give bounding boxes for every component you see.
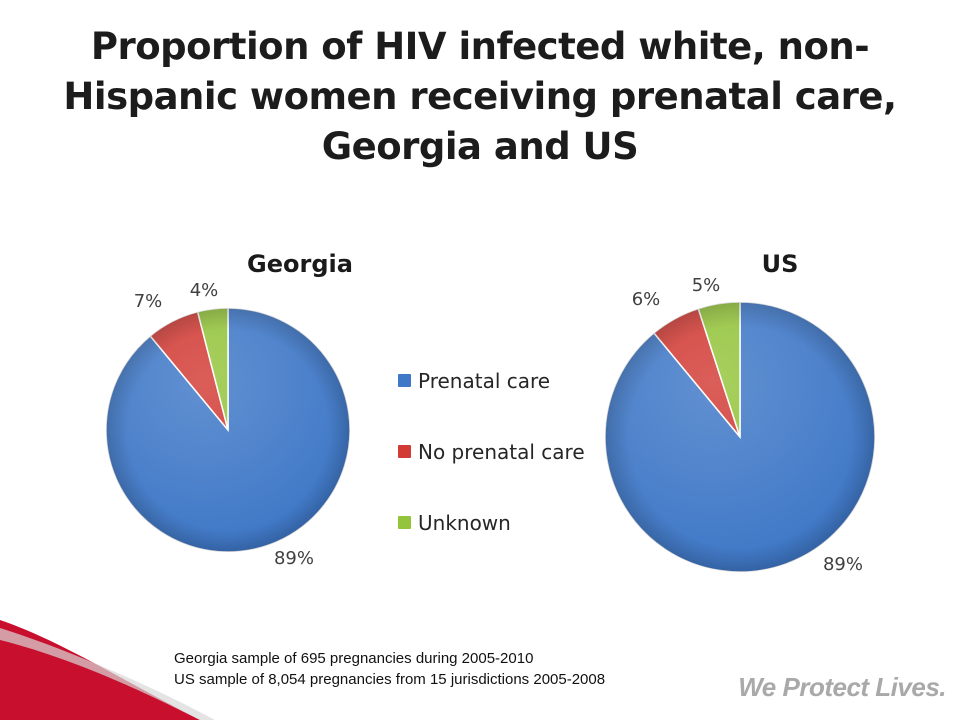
chart-legend: Prenatal care No prenatal care Unknown (398, 345, 585, 558)
us-label-prenatal: 89% (823, 554, 863, 575)
us-pie-gloss (605, 302, 875, 572)
legend-swatch-no-prenatal-care (398, 445, 411, 458)
georgia-sample-note: Georgia sample of 695 pregnancies during… (174, 650, 534, 667)
footer-grey-swoosh (0, 628, 215, 720)
georgia-label-unknown: 4% (190, 280, 219, 301)
us-label-no-prenatal: 6% (632, 289, 661, 310)
legend-label-prenatal-care: Prenatal care (418, 368, 551, 393)
us-chart-title: US (762, 250, 799, 278)
georgia-pie: Georgia 89% 7% 4% (105, 250, 353, 569)
legend-label-unknown: Unknown (418, 510, 511, 535)
legend-swatch-unknown (398, 516, 411, 529)
georgia-chart-title: Georgia (247, 250, 353, 278)
slogan: We Protect Lives. (738, 672, 946, 702)
sample-notes: Georgia sample of 695 pregnancies during… (174, 648, 605, 690)
georgia-label-prenatal: 89% (274, 548, 314, 569)
georgia-slices (105, 307, 351, 553)
legend-label-no-prenatal-care: No prenatal care (418, 439, 585, 464)
georgia-pie-gloss (106, 308, 350, 552)
us-label-unknown: 5% (692, 275, 721, 296)
georgia-label-no-prenatal: 7% (134, 291, 163, 312)
legend-item-no-prenatal-care: No prenatal care (398, 416, 585, 487)
us-slices (604, 301, 876, 573)
legend-item-prenatal-care: Prenatal care (398, 345, 585, 416)
us-sample-note: US sample of 8,054 pregnancies from 15 j… (174, 671, 606, 688)
us-pie: US 89% 6% 5% (604, 250, 876, 575)
legend-item-unknown: Unknown (398, 487, 585, 558)
slide-title: Proportion of HIV infected white, non-Hi… (63, 25, 897, 168)
legend-swatch-prenatal-care (398, 374, 411, 387)
